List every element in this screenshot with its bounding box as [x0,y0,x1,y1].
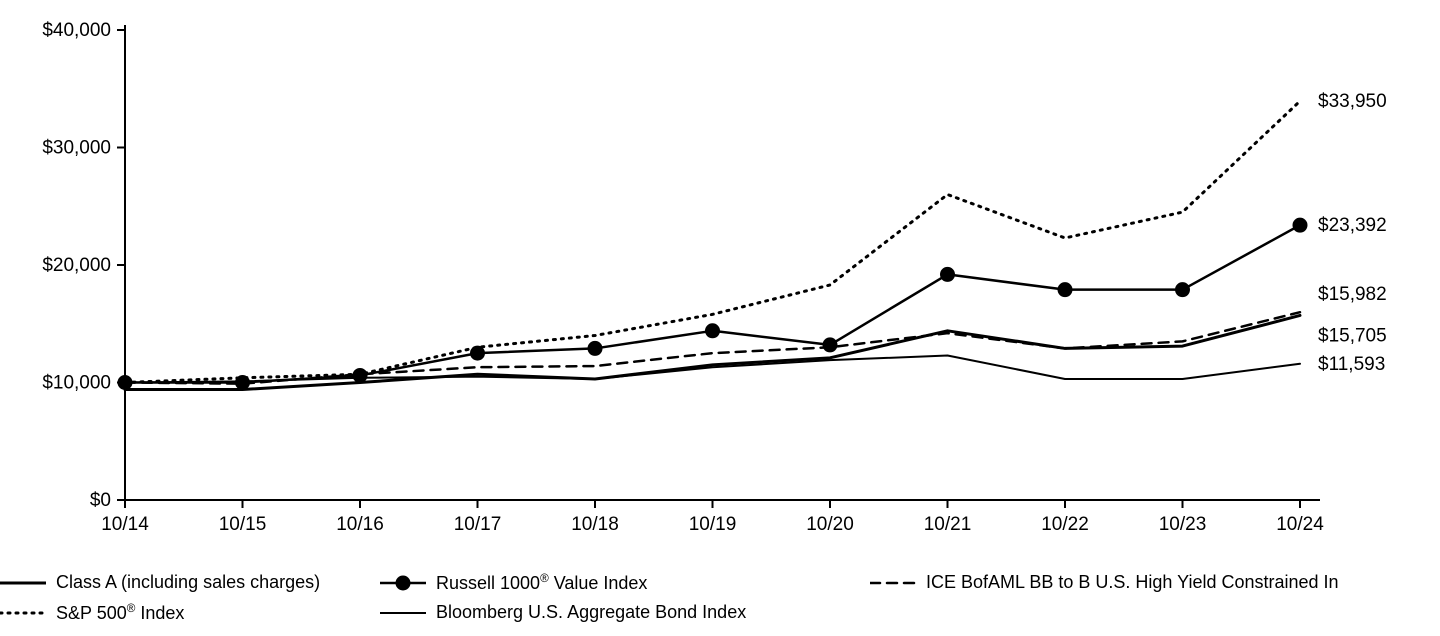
x-tick-label: 10/14 [101,514,149,535]
y-tick-label: $0 [90,490,111,511]
x-tick-label: 10/23 [1159,514,1207,535]
legend-swatch-class_a [0,573,46,593]
x-tick-label: 10/24 [1276,514,1324,535]
legend-item-bloomberg_agg: Bloomberg U.S. Aggregate Bond Index [380,602,746,623]
legend-item-ice_bofaml: ICE BofAML BB to B U.S. High Yield Const… [870,572,1339,593]
x-tick-label: 10/16 [336,514,384,535]
x-tick-label: 10/19 [689,514,737,535]
series-end-label-bloomberg_agg: $11,593 [1318,354,1385,375]
legend-label-sp500: S&P 500® Index [56,602,184,624]
series-marker-russell [1175,282,1190,297]
series-line-russell [125,225,1300,382]
series-end-label-sp500: $33,950 [1318,91,1387,112]
series-marker-russell [705,323,720,338]
series-end-label-russell: $23,392 [1318,215,1387,236]
x-tick-label: 10/22 [1041,514,1089,535]
series-line-sp500 [125,101,1300,382]
legend-item-class_a: Class A (including sales charges) [0,572,320,593]
series-end-label-ice_bofaml: $15,982 [1318,284,1387,305]
legend-swatch-bloomberg_agg [380,603,426,623]
series-marker-russell [1058,282,1073,297]
y-tick-label: $10,000 [42,373,111,394]
legend-label-bloomberg_agg: Bloomberg U.S. Aggregate Bond Index [436,602,746,623]
growth-chart: $0 $10,000 $20,000 $30,000 $40,000 10/14 10/15… [0,0,1440,636]
series-marker-russell [1293,218,1308,233]
x-tick-label: 10/20 [806,514,854,535]
legend-label-russell: Russell 1000® Value Index [436,572,647,594]
y-tick-label: $30,000 [42,138,111,159]
series-marker-russell [588,341,603,356]
series-end-label-class_a: $15,705 [1318,325,1387,346]
legend-item-russell: Russell 1000® Value Index [380,572,647,594]
legend-swatch-ice_bofaml [870,573,916,593]
series-marker-russell [940,267,955,282]
legend-item-sp500: S&P 500® Index [0,602,184,624]
y-tick-label: $20,000 [42,255,111,276]
chart-svg: $0 $10,000 $20,000 $30,000 $40,000 10/14 10/15… [0,0,1440,636]
x-tick-label: 10/21 [924,514,972,535]
legend-label-class_a: Class A (including sales charges) [56,572,320,593]
x-tick-label: 10/18 [571,514,619,535]
x-tick-label: 10/17 [454,514,502,535]
chart-legend: Class A (including sales charges) S&P 500… [0,572,1440,636]
legend-swatch-sp500 [0,603,46,623]
x-tick-label: 10/15 [219,514,267,535]
series-marker-russell [470,346,485,361]
legend-label-ice_bofaml: ICE BofAML BB to B U.S. High Yield Const… [926,572,1339,593]
y-tick-label: $40,000 [42,20,111,41]
series-marker-russell [823,337,838,352]
legend-swatch-russell [380,573,426,593]
